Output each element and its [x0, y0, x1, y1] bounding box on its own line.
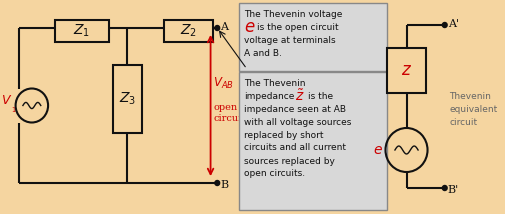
Text: circuit: circuit — [214, 114, 245, 123]
Text: $V_{AB}$: $V_{AB}$ — [214, 76, 234, 91]
Text: A: A — [220, 22, 228, 32]
Text: open circuits.: open circuits. — [244, 169, 305, 178]
Text: replaced by short: replaced by short — [244, 131, 324, 140]
Text: sources replaced by: sources replaced by — [244, 156, 335, 165]
Text: circuit: circuit — [449, 118, 478, 127]
Text: $V$: $V$ — [2, 94, 13, 107]
Text: B': B' — [447, 185, 459, 195]
Text: A': A' — [447, 19, 459, 29]
Circle shape — [442, 186, 447, 190]
Text: with all voltage sources: with all voltage sources — [244, 117, 351, 126]
Text: is the open circuit: is the open circuit — [258, 22, 339, 31]
Text: open: open — [214, 103, 237, 112]
Text: $_1$: $_1$ — [11, 106, 17, 115]
Text: $e$: $e$ — [373, 143, 383, 157]
Text: $Z_2$: $Z_2$ — [180, 23, 197, 39]
Text: The Thevenin: The Thevenin — [244, 79, 306, 88]
Text: circuits and all current: circuits and all current — [244, 144, 346, 153]
Text: A and B.: A and B. — [244, 49, 282, 58]
Circle shape — [442, 22, 447, 28]
Bar — [239, 3, 387, 71]
Text: is the: is the — [308, 92, 333, 101]
Circle shape — [215, 180, 220, 186]
Text: $\tilde{z}$: $\tilde{z}$ — [295, 88, 304, 104]
Bar — [239, 72, 387, 210]
Text: $z$: $z$ — [401, 62, 412, 79]
Bar — [387, 48, 426, 93]
Text: Thevenin: Thevenin — [449, 92, 491, 101]
Text: impedance seen at AB: impedance seen at AB — [244, 104, 346, 113]
Text: equivalent: equivalent — [449, 105, 498, 114]
Circle shape — [215, 25, 220, 31]
Bar — [55, 20, 109, 42]
Text: voltage at terminals: voltage at terminals — [244, 36, 336, 45]
Text: impedance: impedance — [244, 92, 294, 101]
Text: $Z_3$: $Z_3$ — [119, 91, 136, 107]
Text: $Z_1$: $Z_1$ — [74, 23, 90, 39]
Text: $e$: $e$ — [244, 18, 256, 36]
Bar — [164, 20, 214, 42]
Text: The Thevenin voltage: The Thevenin voltage — [244, 9, 342, 18]
Bar — [113, 65, 142, 133]
Text: B: B — [220, 180, 228, 190]
